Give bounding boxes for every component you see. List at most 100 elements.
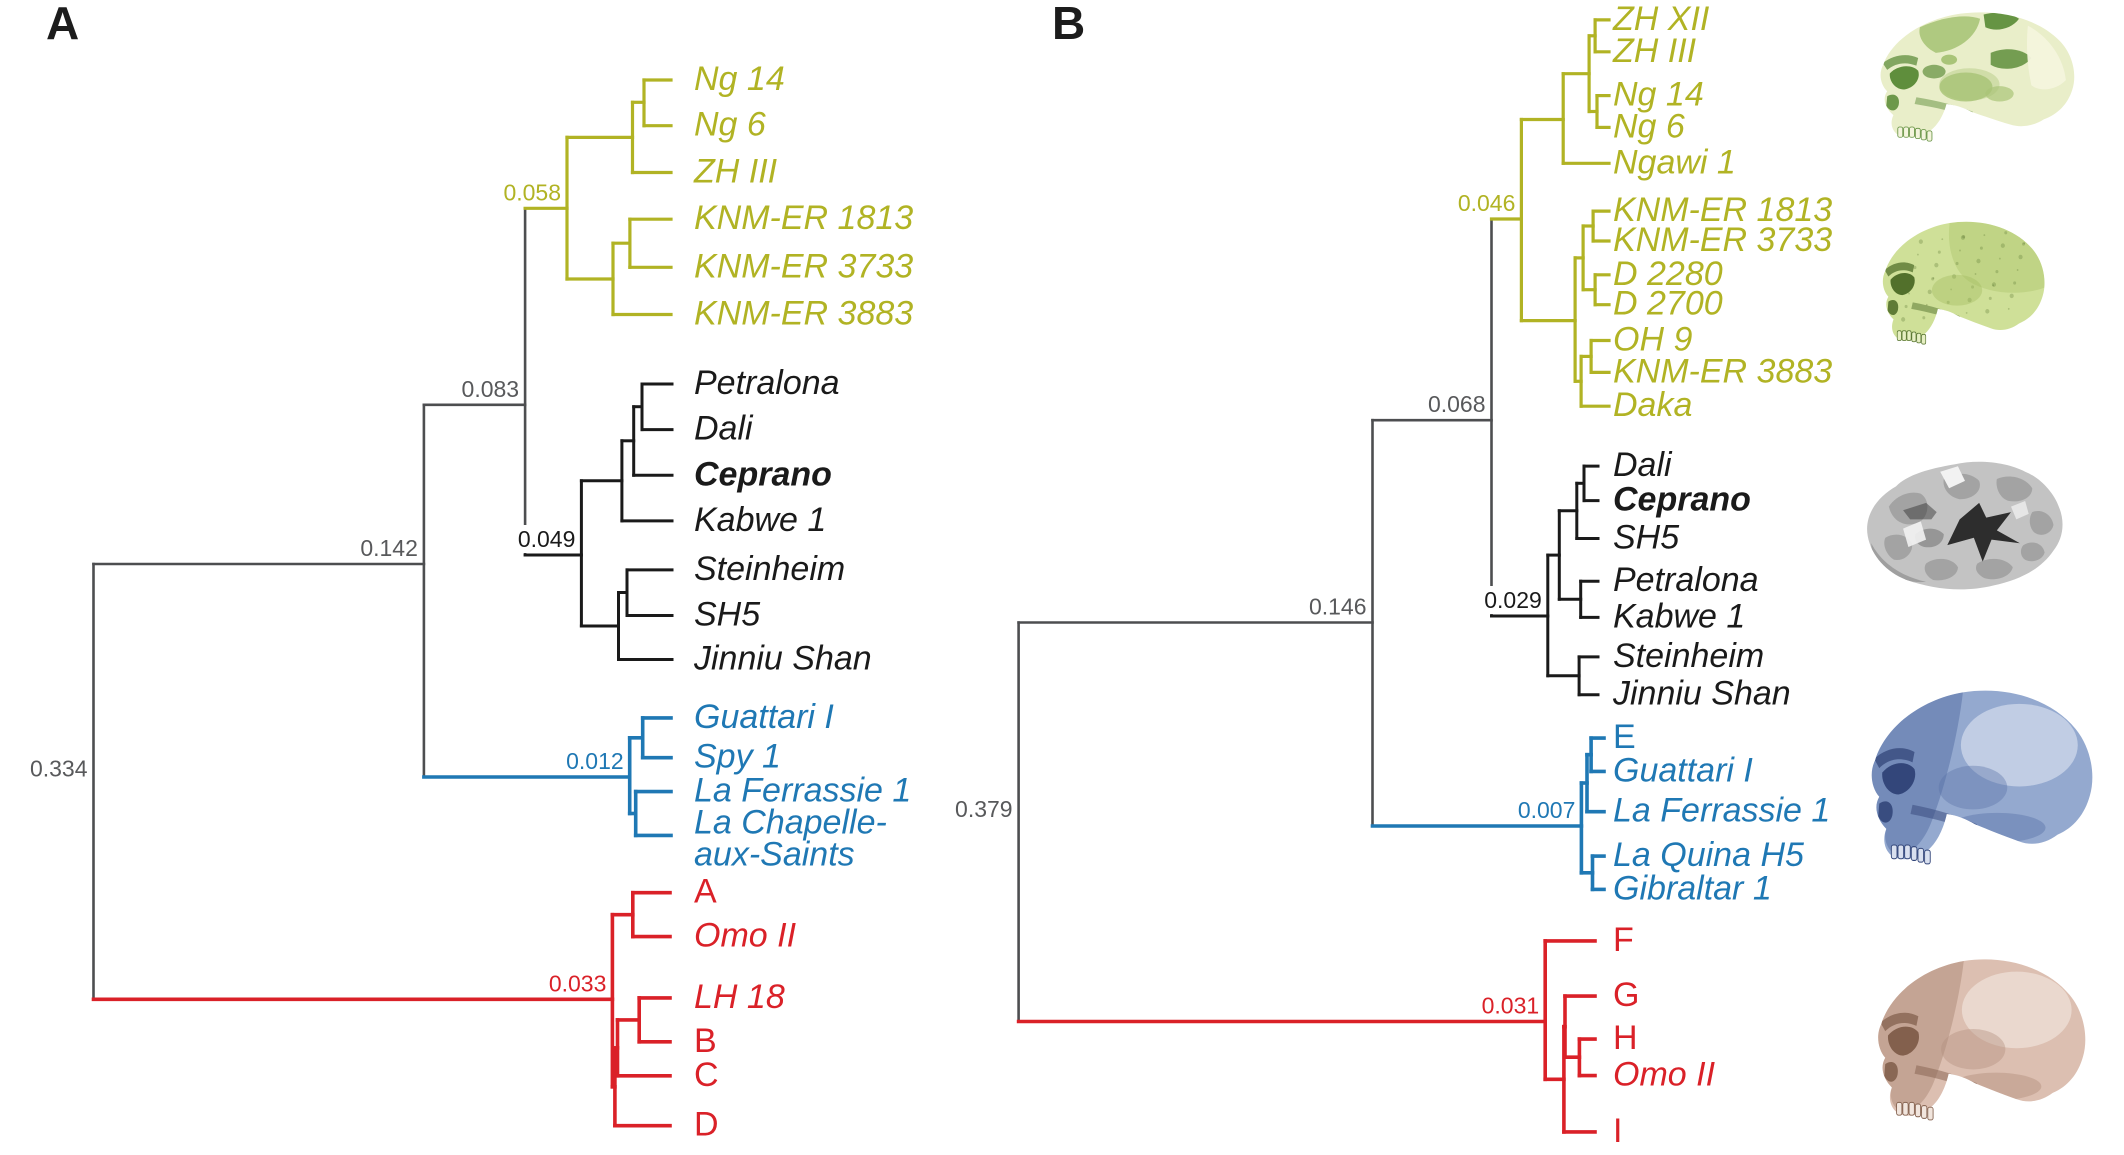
skull-patch <box>1983 12 2019 30</box>
skull-patch <box>1990 49 2032 69</box>
skull-mottle <box>1888 492 1928 525</box>
skull-speckle <box>1952 274 1957 279</box>
leaf-label: SH5 <box>694 596 760 634</box>
skull-homo-erectus-african-green <box>1882 221 2045 345</box>
skull-brow-ridge <box>1882 55 1919 70</box>
leaf-label: KNM-ER 3733 <box>694 247 913 285</box>
node-value-knockout <box>1507 796 1578 824</box>
leaf-label: G <box>1613 976 1639 1014</box>
skull-white-patch <box>1903 521 1927 547</box>
skull-white-patch <box>1940 466 1965 489</box>
node-value-knockout <box>1417 390 1488 419</box>
skull-mottle <box>1996 476 2033 502</box>
leaf-label: KNM-ER 1813 <box>694 199 913 237</box>
skull-highlight <box>1960 703 2078 787</box>
leaf-label: ZH III <box>693 153 778 191</box>
leaf-label: KNM-ER 3733 <box>1613 221 1832 259</box>
skull-nasal-opening <box>1886 94 1899 111</box>
skull-speckle <box>1974 273 1977 276</box>
leaf-label: Omo II <box>694 917 797 955</box>
node-value-label: 0.146 <box>1309 594 1367 620</box>
leaf-label: LH 18 <box>694 978 785 1016</box>
leaf-label: Guattari I <box>694 698 834 736</box>
tree-A-node-values: 0.058 0.049 0.083 0.012 0.142 0.033 0.334 <box>19 178 626 998</box>
leaf-label: SH5 <box>1613 519 1679 557</box>
leaf-label: KNM-ER 3883 <box>694 295 913 333</box>
skull-patch <box>1985 86 2014 102</box>
skull-speckle <box>2023 242 2026 245</box>
skull-speckle <box>2013 281 2017 285</box>
skull-brow-ridge <box>1880 1012 1919 1032</box>
skull-speckle <box>1922 316 1926 320</box>
leaf-label: Dali <box>694 410 754 448</box>
leaf-label: Ngawi 1 <box>1613 143 1736 181</box>
skull-white-patch <box>2011 501 2029 520</box>
leaf-label: Petralona <box>694 364 840 402</box>
skull-speckle <box>1950 288 1953 291</box>
skull-temporal-fossa <box>1931 274 1983 306</box>
node-value-label: 0.007 <box>1518 797 1576 823</box>
skull-speckle <box>1932 277 1935 280</box>
leaf-label: Ng 6 <box>694 106 766 144</box>
leaf-label: La Quina H5 <box>1613 836 1804 874</box>
node-value-knockout <box>1473 586 1544 614</box>
skull-speckle <box>1904 304 1908 309</box>
leaf-label: KNM-ER 3883 <box>1613 352 1832 390</box>
skull-mottle <box>1975 558 2013 580</box>
skull-orbit <box>1882 763 1916 795</box>
skull-speckle <box>1979 246 1983 250</box>
skull-speckle <box>1967 297 1972 303</box>
skull-speckle <box>1941 238 1944 241</box>
node-value-knockout <box>493 178 563 207</box>
skull-mottle <box>2020 542 2045 562</box>
skull-patch <box>1941 54 1958 65</box>
skull-speckle <box>1943 313 1948 318</box>
skull-tooth <box>1896 1101 1903 1116</box>
skull-mottle <box>2029 510 2054 535</box>
skull-speckle <box>1901 317 1906 322</box>
leaf-label: ZH XII <box>1612 0 1710 38</box>
skull-rim-shade <box>1871 543 1927 583</box>
skull-details <box>1871 466 2054 583</box>
leaf-label: Ceprano <box>694 455 832 493</box>
skull-face-shade <box>1878 961 1964 1112</box>
leaf-label: Kabwe 1 <box>1613 597 1745 635</box>
leaf-label: F <box>1613 921 1634 959</box>
leaf-label: D 2700 <box>1613 285 1723 323</box>
skull-patch <box>1939 72 1993 102</box>
skull-crack-line <box>1903 502 1937 520</box>
skull-speckle <box>2007 307 2010 310</box>
skull-highlight <box>1961 971 2072 1049</box>
skull-speckle <box>1913 265 1917 270</box>
skull-speckle <box>2018 254 2023 260</box>
panel-a-label: A <box>46 0 80 49</box>
skull-temporal-fossa <box>1938 765 2008 810</box>
leaf-label: Guattari I <box>1613 751 1753 789</box>
leaf-label: E <box>1613 718 1636 756</box>
skull-patch <box>1922 64 1946 79</box>
skull-speckle <box>2000 243 2005 248</box>
skull-speckle <box>1988 296 1992 300</box>
leaf-label: B <box>694 1022 717 1060</box>
node-value-label: 0.334 <box>30 756 88 782</box>
skull-tooth <box>1896 330 1902 341</box>
skull-patch <box>1919 16 1981 53</box>
skull-details <box>1882 12 2066 119</box>
leaf-label: Ng 14 <box>1613 76 1704 114</box>
skull-tooth <box>1908 1101 1915 1116</box>
leaf-label: C <box>694 1056 719 1094</box>
skull-mottle <box>1924 558 1958 581</box>
skull-speckle <box>1959 249 1961 252</box>
tree-B-lines <box>1016 18 1611 1134</box>
skull-tooth <box>1906 330 1912 341</box>
node-value-knockout <box>944 795 1015 823</box>
skull-speckle <box>1927 289 1932 295</box>
node-value-label: 0.031 <box>1482 993 1540 1019</box>
skull-tooth <box>1917 847 1925 863</box>
skull-tooth <box>1904 844 1911 860</box>
leaf-label: Steinheim <box>694 550 845 588</box>
node-value-label: 0.029 <box>1484 587 1542 613</box>
node-value-knockout <box>1471 991 1542 1020</box>
